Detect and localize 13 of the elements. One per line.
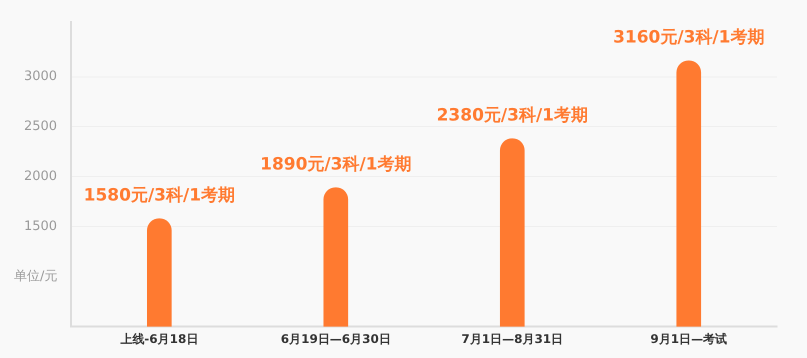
y-axis-title: 单位/元 xyxy=(14,269,58,284)
data-label: 3160元/3科/1考期 xyxy=(613,28,764,48)
y-tick-label: 1500 xyxy=(24,219,58,234)
data-label: 1580元/3科/1考期 xyxy=(84,186,236,206)
x-tick-label: 9月1日—考试 xyxy=(650,332,728,346)
data-label: 1890元/3科/1考期 xyxy=(260,154,412,175)
x-tick-label: 6月19日—6月30日 xyxy=(280,332,391,346)
data-label: 2380元/3科/1考期 xyxy=(436,106,588,126)
x-tick-label: 7月1日—8月31日 xyxy=(461,332,564,346)
y-tick-label: 3000 xyxy=(24,69,58,84)
y-tick-label: 2000 xyxy=(24,169,58,184)
y-tick-label: 2500 xyxy=(24,119,58,134)
x-tick-label: 上线-6月18日 xyxy=(119,332,198,346)
